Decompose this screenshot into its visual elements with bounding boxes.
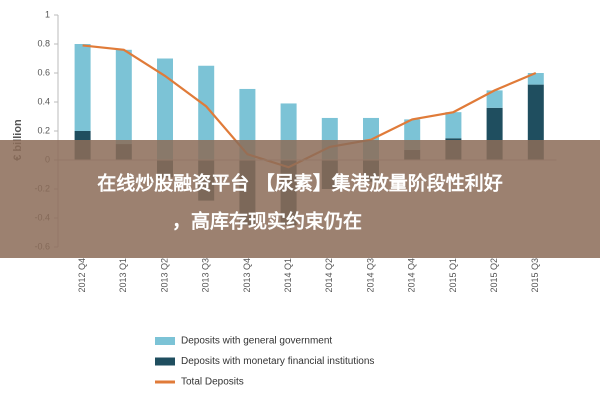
x-tick-label: 2015 Q2 xyxy=(489,258,499,293)
bar xyxy=(74,44,91,131)
x-tick-label: 2013 Q4 xyxy=(242,258,252,293)
y-tick-label: 0.6 xyxy=(37,67,50,77)
x-tick-label: 2013 Q3 xyxy=(201,258,211,293)
legend-label: Total Deposits xyxy=(181,377,244,388)
x-tick-label: 2014 Q1 xyxy=(283,258,293,293)
overlay-text: ，高库存现实约束仍在 xyxy=(172,210,362,233)
y-tick-label: 0.2 xyxy=(37,125,50,135)
legend-swatch xyxy=(155,357,175,366)
y-tick-label: 0.4 xyxy=(37,96,50,106)
bar xyxy=(157,58,173,160)
x-tick-label: 2014 Q3 xyxy=(365,258,375,293)
overlay-text: 在线炒股融资平台 【尿素】集港放量阶段性利好 xyxy=(97,172,503,195)
x-tick-label: 2014 Q4 xyxy=(407,258,417,293)
bar xyxy=(445,112,462,139)
x-tick-label: 2012 Q4 xyxy=(77,258,87,293)
bar xyxy=(486,90,503,108)
x-tick-label: 2015 Q3 xyxy=(530,258,540,293)
legend-label: Deposits with general government xyxy=(181,336,332,347)
legend-swatch xyxy=(155,337,175,345)
y-tick-label: 1 xyxy=(45,9,50,19)
x-tick-label: 2014 Q2 xyxy=(324,258,334,293)
x-tick-label: 2013 Q1 xyxy=(118,258,128,293)
overlay-banner xyxy=(0,140,600,258)
bar xyxy=(115,49,132,145)
x-tick-label: 2015 Q1 xyxy=(448,258,458,293)
legend-label: Deposits with monetary financial institu… xyxy=(181,356,374,367)
x-tick-label: 2013 Q2 xyxy=(159,258,169,293)
bar xyxy=(198,65,215,160)
y-tick-label: 0.8 xyxy=(37,38,50,48)
bar xyxy=(527,73,544,85)
